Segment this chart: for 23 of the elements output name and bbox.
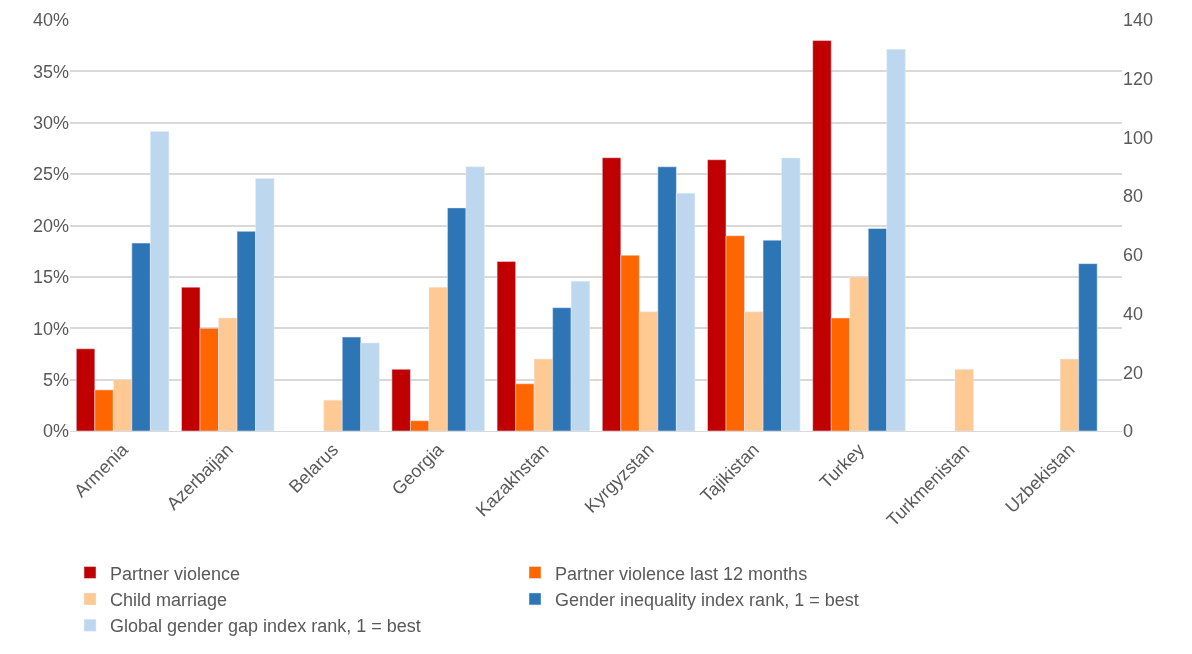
y2-tick-label: 0 (1123, 421, 1134, 442)
bar (954, 369, 974, 431)
y-tick-label: 20% (32, 215, 69, 236)
legend-label: Partner violence (110, 563, 241, 584)
legend-label: Child marriage (110, 589, 228, 610)
legend-label: Gender inequality index rank, 1 = best (555, 589, 859, 610)
legend-label: Global gender gap index rank, 1 = best (110, 616, 421, 637)
y2-tick-label: 80 (1123, 186, 1144, 207)
y-tick-label: 5% (42, 369, 69, 390)
y2-tick-label: 100 (1123, 127, 1154, 148)
y2-tick-label: 140 (1123, 10, 1154, 31)
y-tick-label: 40% (32, 10, 69, 31)
y2-tick-label: 60 (1123, 245, 1144, 266)
y-tick-label: 25% (32, 164, 69, 185)
y-tick-label: 30% (32, 113, 69, 134)
y-tick-label: 35% (32, 61, 69, 82)
y2-tick-label: 20 (1123, 362, 1144, 383)
y-tick-label: 15% (32, 267, 69, 288)
y2-tick-label: 40 (1123, 303, 1144, 324)
y-tick-label: 0% (42, 421, 69, 442)
y-tick-label: 10% (32, 318, 69, 339)
legend-label: Partner violence last 12 months (555, 563, 808, 584)
y2-tick-label: 120 (1123, 69, 1154, 90)
